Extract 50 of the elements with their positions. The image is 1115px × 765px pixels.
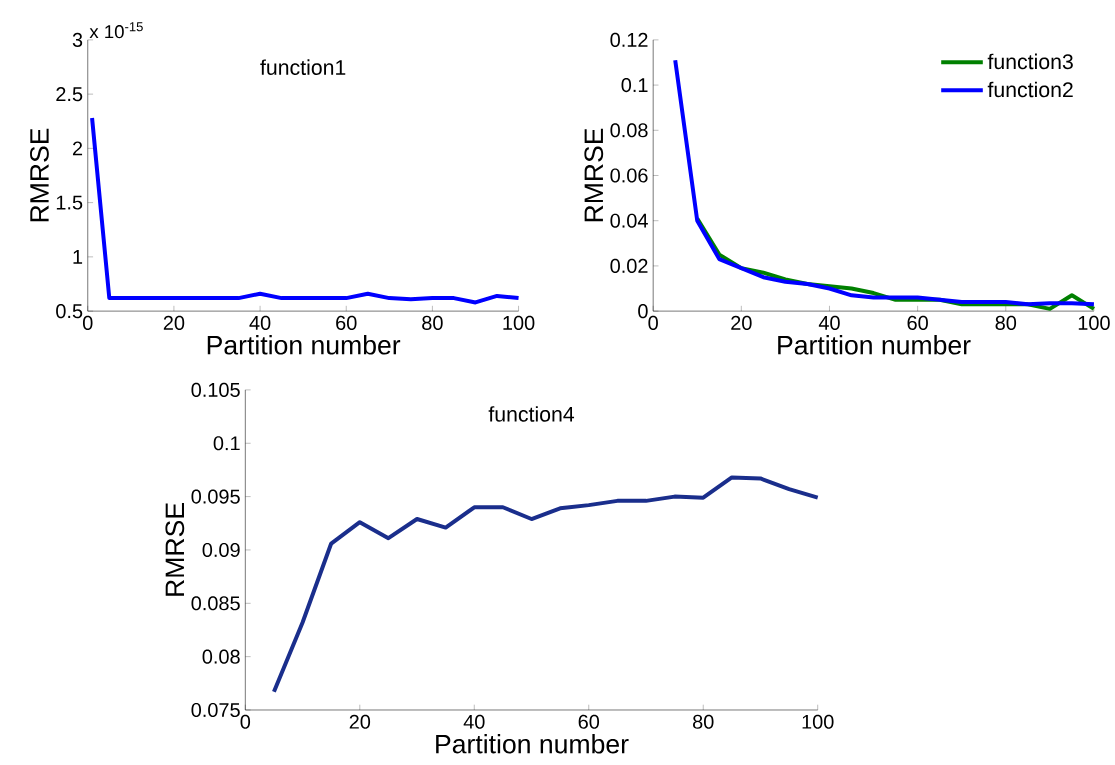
x-tick-label: 0 [240,714,251,729]
legend-label: function3 [987,53,1073,70]
text: x 10$^{-15}$ [89,22,143,39]
x-tick-label: 100 [802,714,834,729]
x-tick-label: 60 [336,315,357,331]
x-tick-label: 100 [1078,315,1110,331]
x-tick-label: 80 [693,714,714,729]
x-tick-label: 20 [163,315,185,331]
y-tick-label: 0.5 [56,304,83,319]
x-tick-label: 0 [82,315,93,331]
y-tick-label: 0.02 [610,258,648,274]
x-tick-label: 40 [818,315,840,331]
x-axis-title: Partition number [207,335,401,355]
y-tick-label: 0.04 [610,213,648,228]
x-axis-title: Partition number [436,734,629,754]
y-tick-label: 0.095 [191,489,240,504]
x-tick-label: 40 [463,714,485,729]
text: function4 [488,406,575,422]
y-tick-label: 0.085 [191,596,240,611]
y-tick-label: 2 [72,141,83,156]
y-tick-label: 0.12 [610,32,648,48]
y-axis-title: RMRSE [165,503,185,596]
x-tick-label: 60 [578,714,600,729]
y-axis-title: RMRSE [584,128,604,222]
y-tick-label: 1.5 [56,195,83,210]
legend-label: function2 [987,81,1073,98]
y-axis-title: RMRSE [30,128,49,222]
y-tick-label: 0.1 [213,436,240,451]
x-axis-title: Partition number [778,335,971,355]
y-tick-label: 0.105 [191,382,240,398]
y-tick-label: 0.08 [202,649,240,664]
x-tick-label: 80 [422,315,443,331]
y-tick-label: 3 [72,32,83,48]
x-tick-label: 20 [731,315,752,331]
x-tick-label: 100 [503,315,535,331]
y-tick-label: 0.09 [202,542,240,558]
y-tick-label: 0.08 [610,123,648,138]
text: function1 [260,59,346,76]
x-tick-label: 40 [249,315,271,331]
y-tick-label: 0.06 [610,168,648,183]
y-tick-label: 0.1 [621,78,648,93]
y-tick-label: 0.075 [191,703,240,718]
y-tick-label: 1 [73,250,83,264]
x-tick-label: 20 [349,714,371,729]
x-tick-label: 0 [648,315,658,331]
y-tick-label: 0 [638,304,648,319]
x-tick-label: 80 [995,315,1017,331]
line-series [271,475,820,694]
y-tick-label: 2.5 [56,87,83,102]
x-tick-label: 60 [907,315,928,331]
